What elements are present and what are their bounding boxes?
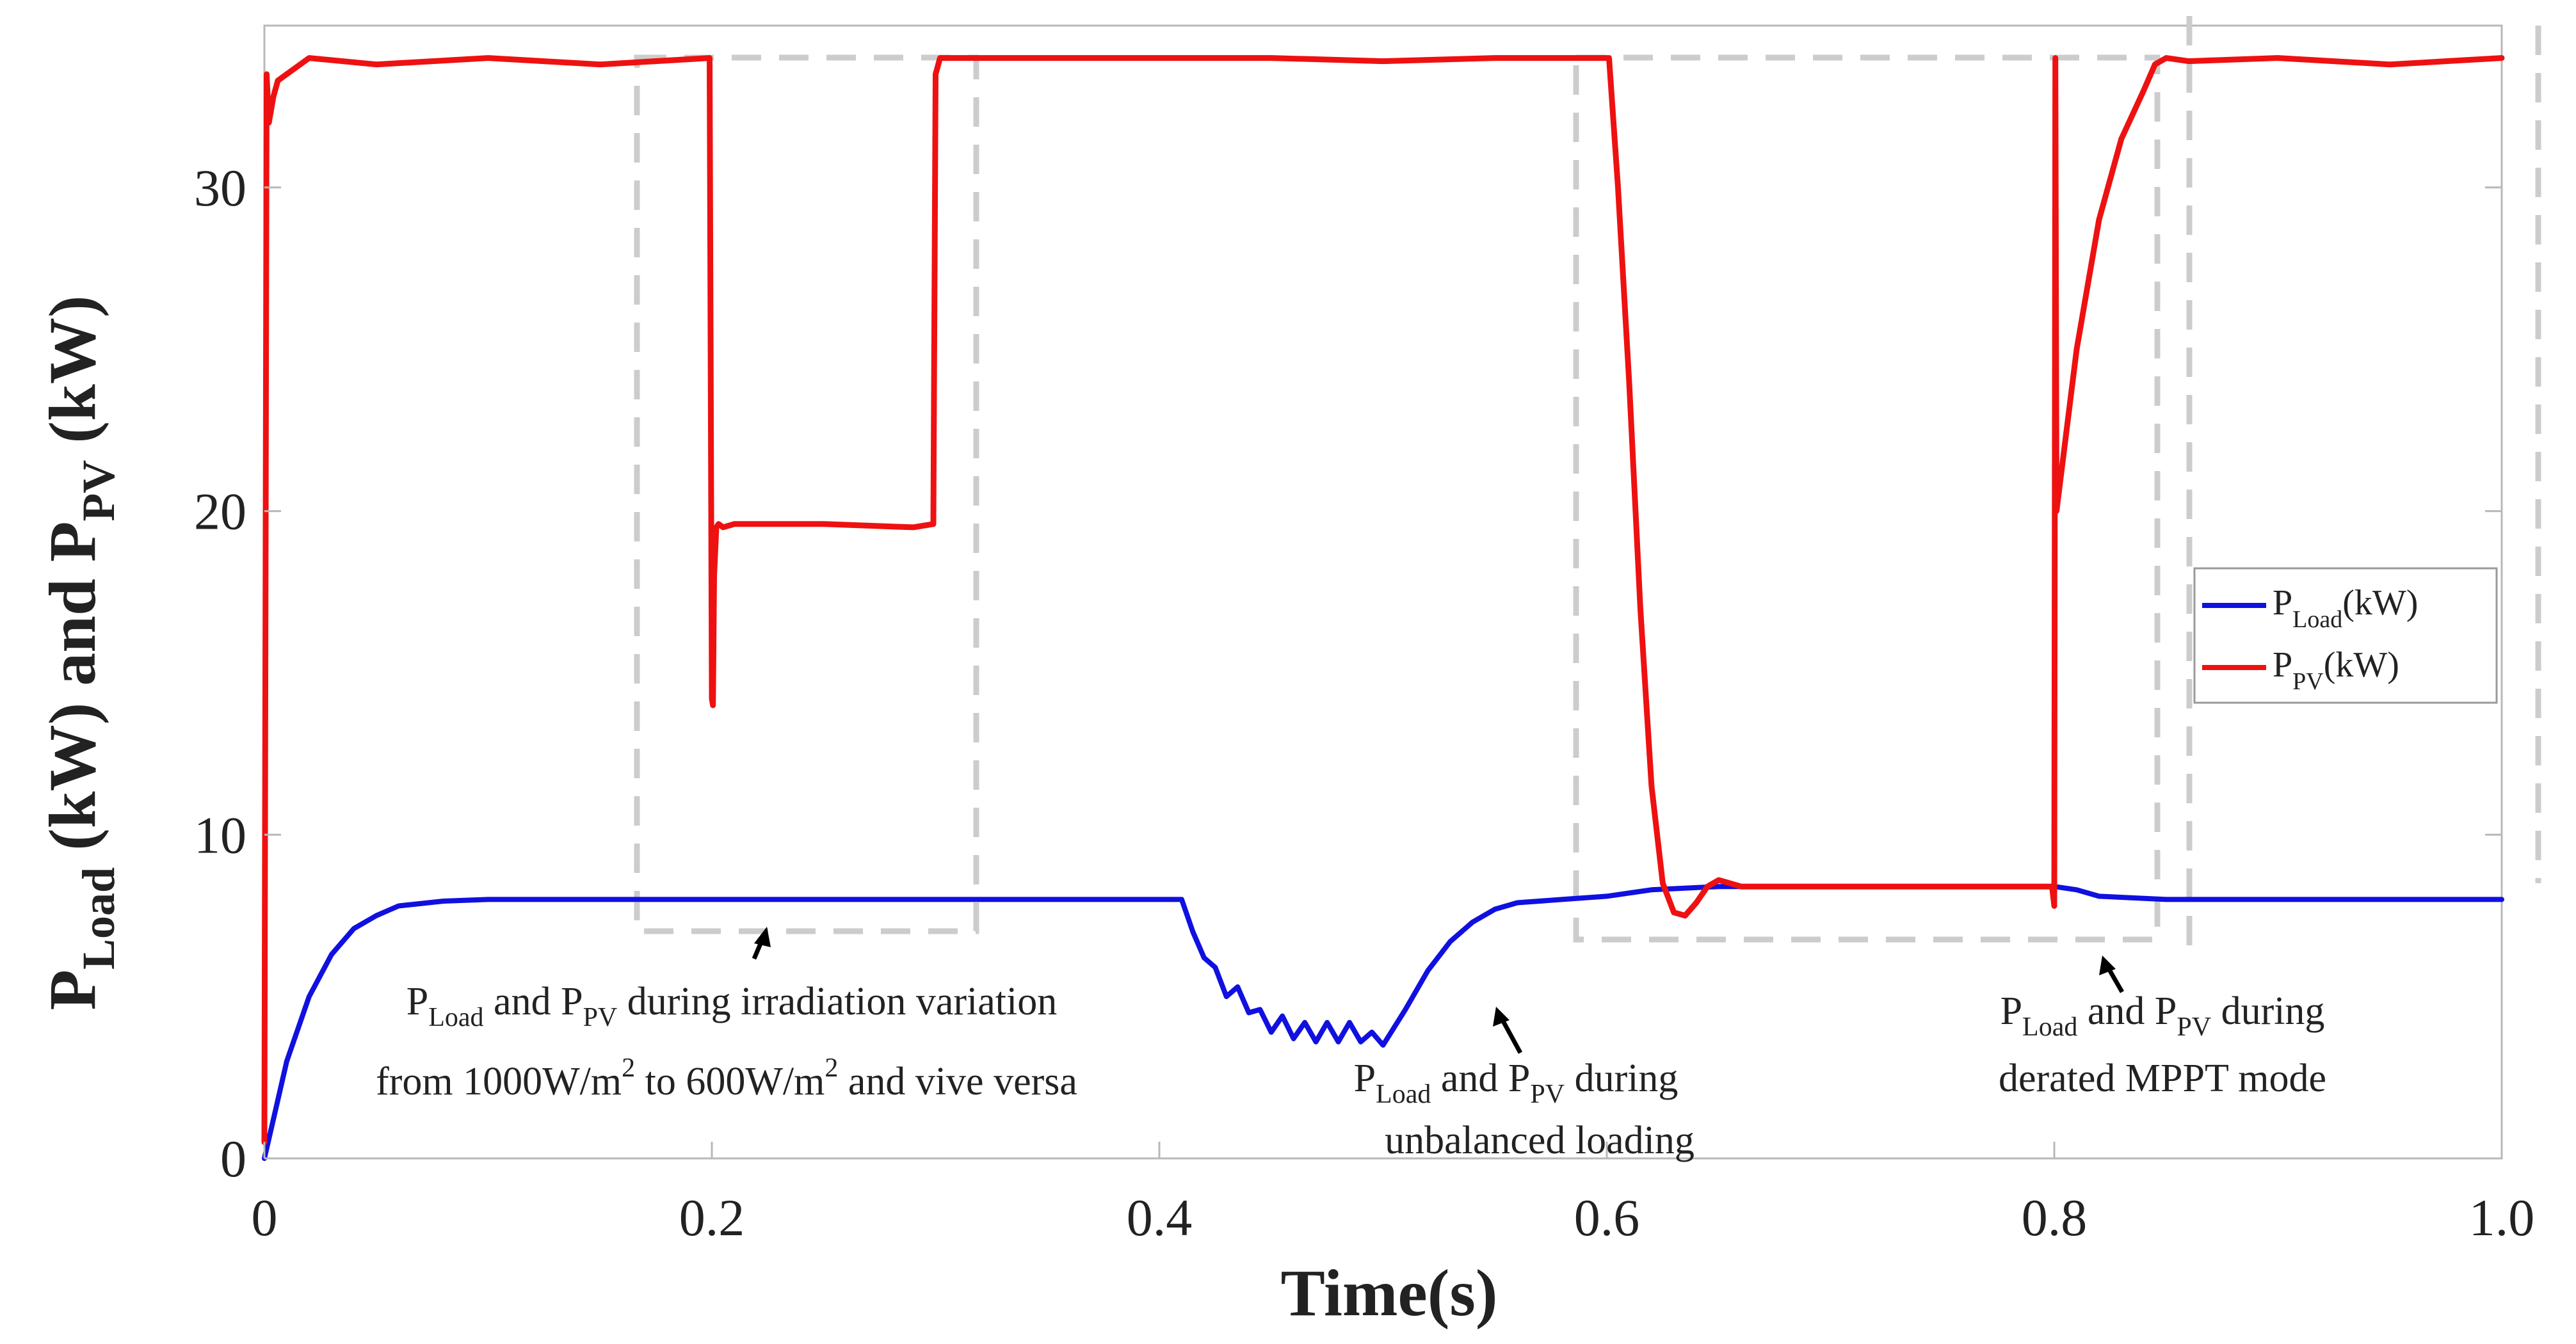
legend-entry-pv: PPV(kW) — [2273, 645, 2399, 695]
anno2-mid: and — [1431, 1057, 1508, 1100]
x-tick-label: 0.6 — [1574, 1188, 1640, 1247]
y-title-tail: (kW) — [36, 295, 109, 460]
anno1-p2: P — [561, 980, 583, 1023]
anno3-s2: PV — [2177, 1012, 2211, 1042]
derated-mppt-box — [1573, 54, 2161, 943]
anno1-sup2: 2 — [825, 1053, 838, 1083]
x-tick-label: 0.4 — [1127, 1188, 1193, 1247]
y-title-mid: (kW) and — [36, 562, 109, 867]
y-tick-label: 0 — [220, 1130, 246, 1188]
annotation-derated-line2: derated MPPT mode — [1999, 1057, 2326, 1100]
x-tick-label: 0.2 — [679, 1188, 745, 1247]
anno2-p1: P — [1354, 1057, 1376, 1100]
anno1-tail: during irradiation variation — [617, 980, 1057, 1023]
anno2-tail: during — [1565, 1057, 1678, 1100]
anno1-sup1: 2 — [622, 1053, 635, 1083]
annotation-unbalanced: PLoad and PPV during unbalanced loading — [1354, 1007, 1695, 1162]
anno2-s2: PV — [1530, 1080, 1565, 1109]
anno1-s2: PV — [583, 1003, 618, 1032]
y-tick-label: 20 — [194, 483, 246, 541]
legend-load-sub: Load — [2292, 606, 2342, 633]
legend-load-unit: (kW) — [2342, 583, 2418, 623]
annotation-irradiation-line2: from 1000W/m2 to 600W/m2 and vive versa — [376, 1053, 1077, 1103]
annotation-irradiation-line1: PLoad and PPV during irradiation variati… — [407, 980, 1057, 1032]
x-tick-label: 1.0 — [2469, 1188, 2535, 1247]
anno2-p2: P — [1508, 1057, 1530, 1100]
x-tick-label: 0 — [252, 1188, 278, 1247]
annotation-derated-line1: PLoad and PPV during — [2000, 989, 2325, 1042]
anno3-s1: Load — [2022, 1012, 2077, 1042]
legend-entry-load: PLoad(kW) — [2273, 583, 2418, 633]
anno1-mid: and — [484, 980, 561, 1023]
legend-pv-unit: (kW) — [2324, 645, 2399, 685]
anno3-p1: P — [2000, 989, 2022, 1033]
y-axis-title: PLoad (kW) and PPV (kW) — [36, 295, 124, 1010]
legend-load-p: P — [2273, 583, 2292, 623]
series-line-p-load — [262, 884, 2504, 1161]
anno2-s1: Load — [1376, 1080, 1431, 1109]
y-title-p-pv: P — [36, 522, 109, 563]
legend-box — [2193, 567, 2498, 704]
x-axis: 0 0.2 0.4 0.6 0.8 1.0 — [252, 1142, 2535, 1247]
x-tick-label: 0.8 — [2022, 1188, 2088, 1247]
legend-pv-sub: PV — [2292, 668, 2324, 695]
legend: PLoad(kW) PPV(kW) — [2193, 567, 2498, 704]
y-tick-label: 30 — [194, 159, 246, 217]
anno3-p2: P — [2155, 989, 2177, 1033]
annotation-unbalanced-arrow — [1499, 1016, 1523, 1054]
annotation-irradiation-arrowhead — [754, 927, 771, 947]
anno1-c: and vive versa — [838, 1060, 1077, 1103]
legend-pv-p: P — [2273, 645, 2292, 685]
series-layer — [261, 55, 2505, 1161]
annotation-irradiation: PLoad and PPV during irradiation variati… — [376, 927, 1077, 1103]
y-tick-label: 10 — [194, 806, 246, 864]
series-line-p-pv — [261, 55, 2505, 1146]
highlight-boxes — [634, 16, 2541, 954]
anno3-tail: during — [2211, 989, 2324, 1033]
y-title-p-load: P — [36, 970, 109, 1011]
y-title-pv-sub: PV — [73, 460, 124, 522]
y-title-load-sub: Load — [73, 867, 124, 970]
annotation-unbalanced-arrowhead — [1493, 1007, 1509, 1027]
annotation-unbalanced-line2: unbalanced loading — [1385, 1119, 1695, 1162]
annotation-unbalanced-line1: PLoad and PPV during — [1354, 1057, 1678, 1109]
anno1-b: to 600W/m — [635, 1060, 825, 1103]
annotation-derated-arrowhead — [2099, 956, 2116, 975]
plot-area-frame — [263, 24, 2503, 1160]
y-axis: 0 10 20 30 — [194, 159, 2502, 1188]
anno1-a: from 1000W/m — [376, 1060, 622, 1103]
annotation-derated: PLoad and PPV during derated MPPT mode — [1999, 956, 2326, 1100]
anno1-s1: Load — [428, 1003, 483, 1032]
irradiation-variation-box — [634, 54, 979, 934]
anno3-mid: and — [2077, 989, 2155, 1033]
anno1-p1: P — [407, 980, 428, 1023]
x-axis-title: Time(s) — [1281, 1256, 1498, 1330]
